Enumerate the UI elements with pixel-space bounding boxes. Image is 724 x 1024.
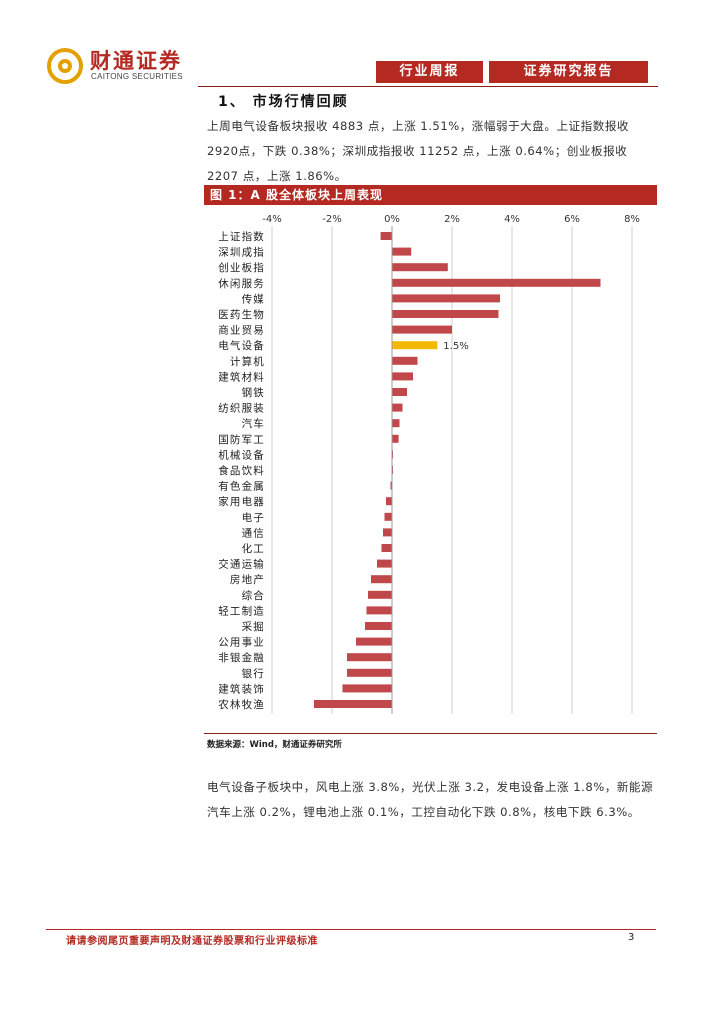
category-label: 农林牧渔	[218, 698, 265, 711]
bar	[314, 700, 392, 708]
bar	[377, 559, 392, 568]
x-tick-label: 8%	[624, 214, 640, 225]
bar	[390, 481, 392, 490]
category-label: 非银金融	[218, 651, 265, 664]
subsector-paragraph: 电气设备子板块中，风电上涨 3.8%，光伏上涨 3.2，发电设备上涨 1.8%，…	[207, 780, 654, 819]
sector-performance-chart: -4% -2% 0% 2% 4% 6% 8% 上证指数深圳成指创业板指休闲服务传媒医药生物商业…	[218, 214, 640, 714]
bar	[371, 575, 392, 584]
category-label: 传媒	[242, 292, 265, 305]
category-label: 采掘	[242, 620, 265, 633]
category-label: 计算机	[230, 355, 265, 368]
category-label: 轻工制造	[218, 604, 265, 617]
category-label: 建筑装饰	[218, 682, 265, 695]
bar	[392, 434, 399, 443]
x-tick-label: 0%	[384, 214, 400, 225]
category-label: 创业板指	[218, 261, 265, 274]
report-category-tag: 证券研究报告	[489, 61, 648, 83]
category-label: 深圳成指	[218, 246, 265, 259]
x-tick-label: 6%	[564, 214, 580, 225]
brand-logo: 财通证券 CAITONG SECURITIES	[46, 45, 216, 87]
brand-name-cn: 财通证券	[90, 48, 182, 73]
bar	[347, 668, 392, 677]
footer-disclaimer: 请请参阅尾页重要声明及财通证券股票和行业评级标准	[66, 936, 318, 947]
brand-name-en: CAITONG SECURITIES	[91, 72, 183, 81]
category-label: 交通运输	[218, 558, 265, 571]
category-label: 商业贸易	[218, 324, 265, 337]
x-tick-label: 2%	[444, 214, 460, 225]
bar	[392, 247, 412, 256]
category-label: 休闲服务	[218, 277, 265, 290]
category-label: 电气设备	[218, 339, 265, 352]
x-tick-label: -4%	[262, 214, 281, 225]
bar	[392, 325, 452, 334]
figure-source: 数据来源：Wind，财通证券研究所	[207, 740, 342, 750]
category-label: 有色金属	[218, 480, 265, 493]
bar	[342, 684, 392, 693]
report-type-tag: 行业周报	[376, 61, 483, 83]
category-label: 通信	[242, 527, 265, 539]
bar	[392, 278, 601, 287]
bar	[366, 606, 392, 615]
page-number: 3	[628, 932, 635, 943]
bar	[392, 310, 499, 318]
bar	[381, 544, 392, 552]
data-label: 1.5%	[443, 341, 468, 352]
category-label: 汽车	[242, 417, 265, 430]
brand-mark-icon	[47, 48, 83, 84]
bar	[347, 653, 392, 662]
category-label: 国防军工	[218, 433, 265, 446]
bar	[383, 528, 392, 537]
category-label: 公用事业	[218, 636, 265, 649]
bar	[392, 263, 448, 272]
category-label: 食品饮料	[218, 464, 265, 477]
figure-divider	[204, 733, 657, 734]
x-tick-label: -2%	[322, 214, 341, 225]
footer-divider	[46, 929, 656, 930]
bar	[384, 512, 392, 521]
bar	[392, 356, 418, 365]
category-label: 房地产	[230, 573, 265, 586]
category-label: 纺织服装	[218, 402, 265, 415]
category-label: 家用电器	[218, 495, 265, 508]
category-label: 上证指数	[218, 230, 265, 243]
bar	[392, 372, 413, 381]
category-label: 化工	[242, 542, 265, 555]
section-title: 1、 市场行情回顾	[218, 94, 349, 110]
category-label: 综合	[242, 589, 265, 602]
bar	[392, 341, 438, 350]
category-label: 银行	[242, 667, 265, 680]
bar	[356, 637, 392, 646]
header-divider	[198, 86, 658, 87]
bar	[368, 590, 392, 599]
market-review-paragraph: 上周电气设备板块报收 4883 点，上涨 1.51%，涨幅弱于大盘。上证指数报收…	[207, 119, 630, 183]
bar	[392, 419, 400, 428]
bar	[392, 388, 407, 396]
bar	[392, 294, 500, 303]
bar	[365, 622, 392, 630]
bar	[386, 497, 392, 506]
bar	[380, 232, 392, 240]
category-label: 电子	[242, 511, 265, 524]
bar	[392, 403, 403, 412]
category-label: 钢铁	[242, 386, 265, 399]
category-label: 建筑材料	[218, 370, 265, 383]
figure-title: 图 1：A 股全体板块上周表现	[204, 185, 657, 205]
category-label: 医药生物	[218, 308, 265, 321]
x-tick-label: 4%	[504, 214, 520, 225]
category-label: 机械设备	[218, 448, 265, 461]
